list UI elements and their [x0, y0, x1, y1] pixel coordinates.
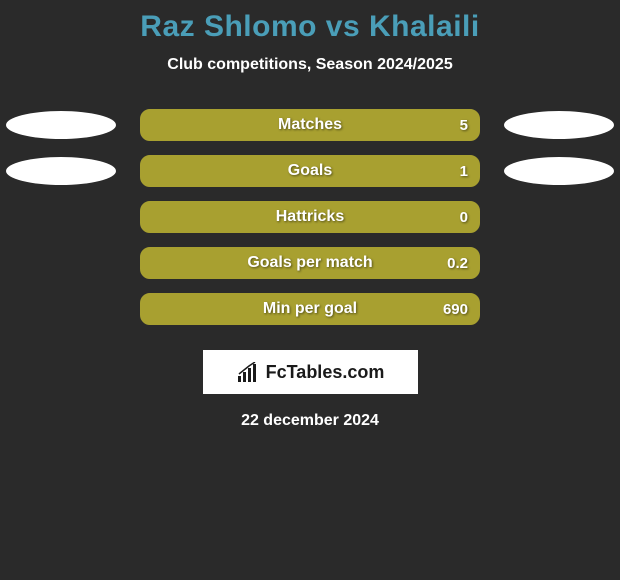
stat-label: Matches	[142, 116, 478, 134]
stat-value: 0.2	[447, 255, 468, 272]
stat-value: 5	[460, 117, 468, 134]
page-title: Raz Shlomo vs Khalaili	[0, 10, 620, 44]
date-text: 22 december 2024	[0, 412, 620, 430]
logo-text: FcTables.com	[266, 362, 385, 383]
stat-row: Goals 1	[0, 155, 620, 187]
stat-label: Goals	[142, 162, 478, 180]
chart-icon	[236, 362, 260, 382]
stat-bar: Hattricks 0	[140, 201, 480, 233]
page-subtitle: Club competitions, Season 2024/2025	[0, 56, 620, 74]
stat-label: Hattricks	[142, 208, 478, 226]
stat-row: Goals per match 0.2	[0, 247, 620, 279]
stat-bar: Goals per match 0.2	[140, 247, 480, 279]
left-ellipse	[6, 111, 116, 139]
stat-bar: Matches 5	[140, 109, 480, 141]
stat-label: Goals per match	[142, 254, 478, 272]
right-ellipse	[504, 157, 614, 185]
stat-bar: Min per goal 690	[140, 293, 480, 325]
stat-row: Matches 5	[0, 109, 620, 141]
stat-row: Min per goal 690	[0, 293, 620, 325]
stats-area: Matches 5 Goals 1 Hattricks 0 Goals per …	[0, 109, 620, 325]
left-ellipse	[6, 157, 116, 185]
stat-row: Hattricks 0	[0, 201, 620, 233]
stat-label: Min per goal	[142, 300, 478, 318]
stat-value: 1	[460, 163, 468, 180]
stat-value: 690	[443, 301, 468, 318]
logo-box: FcTables.com	[203, 350, 418, 394]
right-ellipse	[504, 111, 614, 139]
stat-value: 0	[460, 209, 468, 226]
stat-bar: Goals 1	[140, 155, 480, 187]
comparison-infographic: Raz Shlomo vs Khalaili Club competitions…	[0, 0, 620, 430]
